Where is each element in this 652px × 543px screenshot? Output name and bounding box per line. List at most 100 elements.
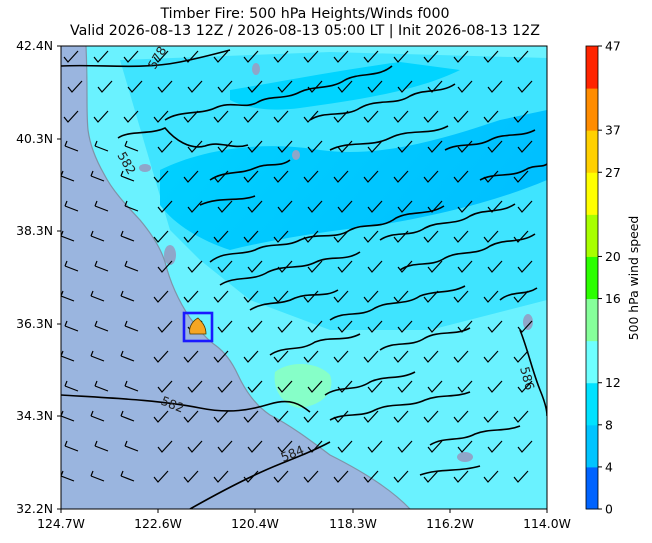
wind-barb xyxy=(187,80,203,93)
wind-barb xyxy=(423,50,439,63)
wind-barb xyxy=(453,470,469,483)
wind-barb xyxy=(487,440,503,453)
wind-barb xyxy=(453,110,469,123)
wind-barb xyxy=(63,50,79,63)
wind-barb xyxy=(93,110,109,123)
wind-barb xyxy=(513,350,529,363)
wind-barb xyxy=(483,470,499,483)
wind-barb xyxy=(247,440,263,453)
wind-barb xyxy=(187,380,203,393)
colorbar-frame xyxy=(585,45,599,510)
wind-barb xyxy=(397,200,413,213)
colorbar-cell xyxy=(586,340,598,384)
wind-barb xyxy=(247,380,263,393)
wind-barb xyxy=(453,350,469,363)
wind-barb xyxy=(247,80,263,93)
wind-barb xyxy=(217,80,233,93)
lon-tick-label: 114.0W xyxy=(523,516,571,531)
wind-barb xyxy=(483,170,499,183)
wind-barb xyxy=(423,410,439,423)
colorbar-tick-label: 12 xyxy=(605,375,621,390)
wind-barb xyxy=(277,140,293,153)
wind-barb xyxy=(157,80,173,93)
wind-barb xyxy=(153,230,169,243)
colorbar-tick-label: 4 xyxy=(605,459,613,474)
wind-barb xyxy=(337,260,353,273)
wind-barb xyxy=(303,230,319,243)
wind-barb xyxy=(303,170,319,183)
wind-barb xyxy=(90,230,105,242)
wind-barb xyxy=(247,260,263,273)
wind-barb xyxy=(94,140,109,152)
wind-barb xyxy=(363,410,379,423)
ocean-region xyxy=(61,46,410,509)
wind-barb xyxy=(303,290,319,303)
lon-tick-label: 116.2W xyxy=(426,516,474,531)
wind-barb xyxy=(457,440,473,453)
wind-barb xyxy=(333,290,349,303)
wind-barb xyxy=(427,140,443,153)
wind-barb xyxy=(333,230,349,243)
lon-tick-label: 118.3W xyxy=(329,516,377,531)
wind-barb xyxy=(64,440,79,452)
lat-tick-label: 36.3N xyxy=(16,316,53,331)
wind-barb xyxy=(483,410,499,423)
wind-barb xyxy=(153,110,169,123)
wind-barb xyxy=(427,440,443,453)
wind-barb xyxy=(517,320,533,333)
colorbar-cell xyxy=(586,130,598,173)
wind-barb xyxy=(423,290,439,303)
wind-barb xyxy=(90,350,105,362)
wind-barb xyxy=(367,320,383,333)
fire-location-box[interactable] xyxy=(182,311,214,343)
wind-barb xyxy=(393,50,409,63)
colorbar: 0 4 8 12 16 20 27 37 47 500 hPa wind speed xyxy=(585,39,641,517)
lake xyxy=(523,314,533,330)
wind-barb xyxy=(243,170,259,183)
wind-barb xyxy=(393,230,409,243)
wind-barb xyxy=(423,470,439,483)
wind-barb xyxy=(453,170,469,183)
colorbar-tick-label: 20 xyxy=(605,249,621,264)
colorbar-label: 500 hPa wind speed xyxy=(626,216,641,341)
wind-barb xyxy=(427,200,443,213)
wind-barb xyxy=(487,260,503,273)
wind-barb xyxy=(183,170,199,183)
wind-barb xyxy=(307,440,323,453)
wind-barb xyxy=(517,260,533,273)
wind-barb xyxy=(487,140,503,153)
colorbar-cell xyxy=(586,382,598,426)
wind-jet-band xyxy=(160,110,547,250)
wind-barb xyxy=(393,410,409,423)
wind-barb xyxy=(277,200,293,213)
wind-barb xyxy=(483,110,499,123)
wind-barb xyxy=(513,170,529,183)
wind-barb xyxy=(483,350,499,363)
wind-barb xyxy=(93,50,109,63)
lat-tick-label: 32.2N xyxy=(16,501,53,516)
wind-barb xyxy=(120,170,135,182)
wind-barb xyxy=(94,260,109,272)
wind-barb xyxy=(124,320,139,332)
wind-barb xyxy=(153,350,169,363)
wind-barb xyxy=(427,260,443,273)
wind-barb xyxy=(337,380,353,393)
wind-barb xyxy=(120,290,135,302)
wind-barb xyxy=(243,230,259,243)
wind-barb xyxy=(483,230,499,243)
wind-barb xyxy=(363,110,379,123)
wind-barb xyxy=(423,230,439,243)
wind-barb xyxy=(213,110,229,123)
lake xyxy=(292,150,300,160)
wind-barb xyxy=(187,440,203,453)
wind-barb xyxy=(217,260,233,273)
wind-barb xyxy=(483,50,499,63)
wind-barb xyxy=(363,470,379,483)
wind-barb xyxy=(277,260,293,273)
wind-barb xyxy=(157,320,173,333)
wind-barb xyxy=(393,350,409,363)
wind-barb xyxy=(457,200,473,213)
wind-barb xyxy=(124,440,139,452)
wind-barb xyxy=(303,410,319,423)
wind-barb xyxy=(517,440,533,453)
